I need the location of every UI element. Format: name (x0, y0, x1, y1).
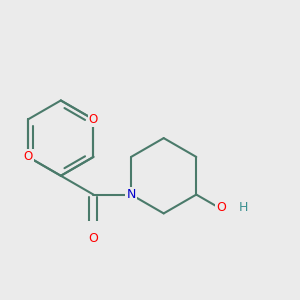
Text: N: N (126, 188, 136, 201)
Text: O: O (89, 113, 98, 126)
Text: N: N (126, 188, 136, 201)
Text: O: O (88, 232, 98, 245)
Text: H: H (239, 201, 249, 214)
Text: O: O (216, 201, 226, 214)
Text: O: O (24, 150, 33, 164)
